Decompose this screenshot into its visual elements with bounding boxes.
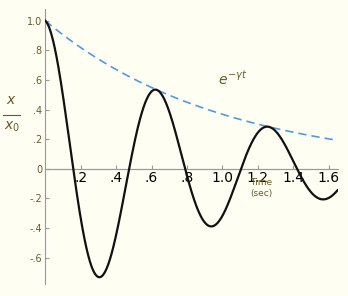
Text: $x_0$: $x_0$ [3, 120, 19, 134]
Text: Time
(sec): Time (sec) [250, 178, 272, 198]
Text: $e^{-\gamma t}$: $e^{-\gamma t}$ [218, 70, 247, 88]
Text: $x$: $x$ [6, 93, 17, 107]
